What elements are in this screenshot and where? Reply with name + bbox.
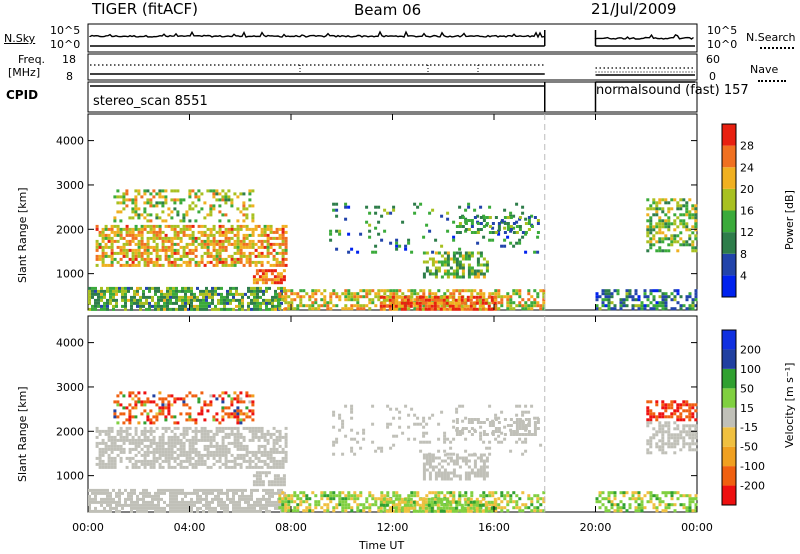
power-colorbar-frame <box>721 123 737 298</box>
velocity-heatmap-cells <box>88 391 698 513</box>
power-ytick-label-2000: 2000 <box>56 223 84 236</box>
velocity-colorbar-segment-6 <box>722 368 736 389</box>
strip-frame-1 <box>87 23 698 53</box>
nsky-trace-segment-2 <box>594 33 694 40</box>
freq-tick-top: 18 <box>62 53 76 66</box>
xtick-label-5: 20:00 <box>580 521 612 534</box>
velocity-ylabel: Slant Range [km] <box>16 386 29 482</box>
nsky-right-tick-bottom: 10^0 <box>707 38 738 51</box>
velocity-colorbar-tick-0: -200 <box>740 480 765 493</box>
velocity-colorbar-tick-2: -50 <box>740 441 758 454</box>
velocity-ytick-label-2000: 2000 <box>56 425 84 438</box>
power-colorbar-segment-7 <box>722 124 736 146</box>
nave-legend-line <box>758 80 786 82</box>
power-colorbar-segment-2 <box>722 232 736 254</box>
power-colorbar-tick-4: 4 <box>740 269 747 282</box>
strip-frame-2 <box>87 53 698 81</box>
xtick-label-3: 12:00 <box>377 521 409 534</box>
nave-tick-top: 60 <box>706 53 720 66</box>
velocity-colorbar-segment-4 <box>722 407 736 428</box>
velocity-colorbar-tick-6: 100 <box>740 363 761 376</box>
nsky-tick-bottom: 10^0 <box>50 38 81 51</box>
power-colorbar-segment-1 <box>722 253 736 276</box>
velocity-ytick-label-1000: 1000 <box>56 470 84 483</box>
xtick-label-2: 08:00 <box>275 521 307 534</box>
freq-label: Freq. <box>18 53 46 66</box>
velocity-colorbar-segment-5 <box>722 388 736 408</box>
nsearch-label: N.Search <box>746 31 796 44</box>
nsky-label: N.Sky <box>4 32 36 45</box>
date-label: 21/Jul/2009 <box>591 0 677 18</box>
velocity-colorbar-tick-3: -15 <box>740 421 758 434</box>
power-ytick-label-4000: 4000 <box>56 135 84 148</box>
velocity-colorbar-segment-8 <box>722 330 736 350</box>
power-panel: 1000 2000 3000 4000 <box>56 113 698 311</box>
nave-tick-bottom: 0 <box>709 70 716 83</box>
power-colorbar-tick-8: 8 <box>740 248 747 261</box>
power-colorbar-tick-20: 20 <box>740 183 754 196</box>
freq-unit: [MHz] <box>8 66 41 79</box>
power-colorbar-label: Power [dB] <box>783 190 796 250</box>
velocity-colorbar-label: Velocity [m s⁻¹] <box>783 362 796 448</box>
power-colorbar-segment-5 <box>722 167 736 189</box>
velocity-colorbar-tick-7: 200 <box>740 343 761 356</box>
velocity-colorbar-tick-4: 15 <box>740 402 754 415</box>
velocity-ytick-label-4000: 4000 <box>56 337 84 350</box>
power-frame <box>87 113 698 311</box>
cpid-segment-2: normalsound (fast) 157 <box>596 83 749 98</box>
beam-label: Beam 06 <box>354 1 422 19</box>
xtick-label-4: 16:00 <box>478 521 510 534</box>
power-colorbar-tick-28: 28 <box>740 140 754 153</box>
cpid-label: CPID <box>6 88 39 102</box>
nsky-right-tick-top: 10^5 <box>707 24 738 37</box>
power-colorbar-segment-3 <box>722 210 736 233</box>
xtick-label-6: 00:00 <box>681 521 713 534</box>
nsearch-legend-line <box>760 47 794 49</box>
velocity-panel: 1000 2000 3000 4000 <box>56 315 698 513</box>
power-colorbar-segment-0 <box>722 275 736 297</box>
nsky-trace-segment-1 <box>89 30 545 39</box>
power-colorbar-tick-24: 24 <box>740 161 754 174</box>
strip-frame-3 <box>87 81 698 113</box>
power-ytick-label-1000: 1000 <box>56 268 84 281</box>
velocity-colorbar-segment-7 <box>722 349 736 369</box>
power-heatmap-cells <box>88 189 698 311</box>
velocity-colorbar-tick-1: -100 <box>740 460 765 473</box>
power-colorbar-segment-6 <box>722 145 736 168</box>
freq-tick-bottom: 8 <box>66 70 73 83</box>
power-colorbar-segment-4 <box>722 188 736 211</box>
cpid-segment-1: stereo_scan 8551 <box>93 94 208 109</box>
power-ylabel: Slant Range [km] <box>16 187 29 283</box>
power-colorbar-tick-12: 12 <box>740 226 754 239</box>
nsky-tick-top: 10^5 <box>50 24 81 37</box>
velocity-colorbar-segment-2 <box>722 446 736 467</box>
xtick-label-0: 00:00 <box>72 521 104 534</box>
nave-label: Nave <box>750 63 779 76</box>
radar-title: TIGER (fitACF) <box>92 0 199 18</box>
xaxis-label: Time UT <box>359 539 405 552</box>
velocity-colorbar-segment-1 <box>722 466 736 486</box>
power-ytick-label-3000: 3000 <box>56 179 84 192</box>
velocity-colorbar-frame <box>721 329 737 506</box>
power-colorbar-tick-16: 16 <box>740 205 754 218</box>
velocity-ytick-label-3000: 3000 <box>56 381 84 394</box>
velocity-colorbar-segment-3 <box>722 427 736 447</box>
xtick-label-1: 04:00 <box>174 521 206 534</box>
velocity-colorbar-segment-0 <box>722 485 736 505</box>
velocity-frame <box>87 315 698 513</box>
velocity-colorbar-tick-5: 50 <box>740 382 754 395</box>
